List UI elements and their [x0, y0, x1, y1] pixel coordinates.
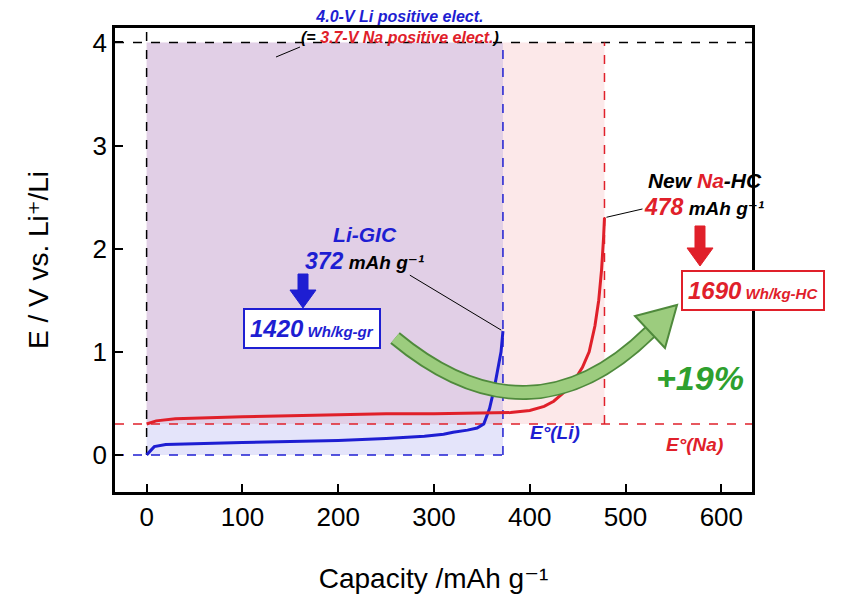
svg-text:0: 0 — [139, 502, 153, 532]
svg-text:100: 100 — [221, 502, 264, 532]
svg-text:E / V vs. Li⁺/Li: E / V vs. Li⁺/Li — [23, 171, 54, 349]
svg-text:1420 Wh/kg-gr: 1420 Wh/kg-gr — [250, 315, 374, 342]
svg-text:E°(Na): E°(Na) — [666, 434, 723, 455]
svg-text:New Na-HC478 mAh g⁻¹: New Na-HC478 mAh g⁻¹ — [644, 169, 765, 220]
svg-text:+19%: +19% — [656, 359, 744, 397]
svg-text:4.0-V Li positive elect.(= 3.7: 4.0-V Li positive elect.(= 3.7-V Na posi… — [301, 8, 499, 46]
svg-text:300: 300 — [412, 502, 455, 532]
svg-text:1: 1 — [93, 337, 107, 367]
svg-text:400: 400 — [508, 502, 551, 532]
svg-text:1690 Wh/kg-HC: 1690 Wh/kg-HC — [688, 277, 818, 304]
svg-text:600: 600 — [700, 502, 743, 532]
svg-text:0: 0 — [93, 440, 107, 470]
svg-text:E°(Li): E°(Li) — [530, 422, 580, 443]
svg-text:Capacity /mAh g⁻¹: Capacity /mAh g⁻¹ — [319, 563, 549, 594]
svg-text:2: 2 — [93, 234, 107, 264]
svg-text:3: 3 — [93, 131, 107, 161]
svg-text:Li-GIC372 mAh g⁻¹: Li-GIC372 mAh g⁻¹ — [305, 223, 425, 274]
svg-text:4: 4 — [93, 28, 107, 58]
svg-text:500: 500 — [604, 502, 647, 532]
svg-text:200: 200 — [316, 502, 359, 532]
